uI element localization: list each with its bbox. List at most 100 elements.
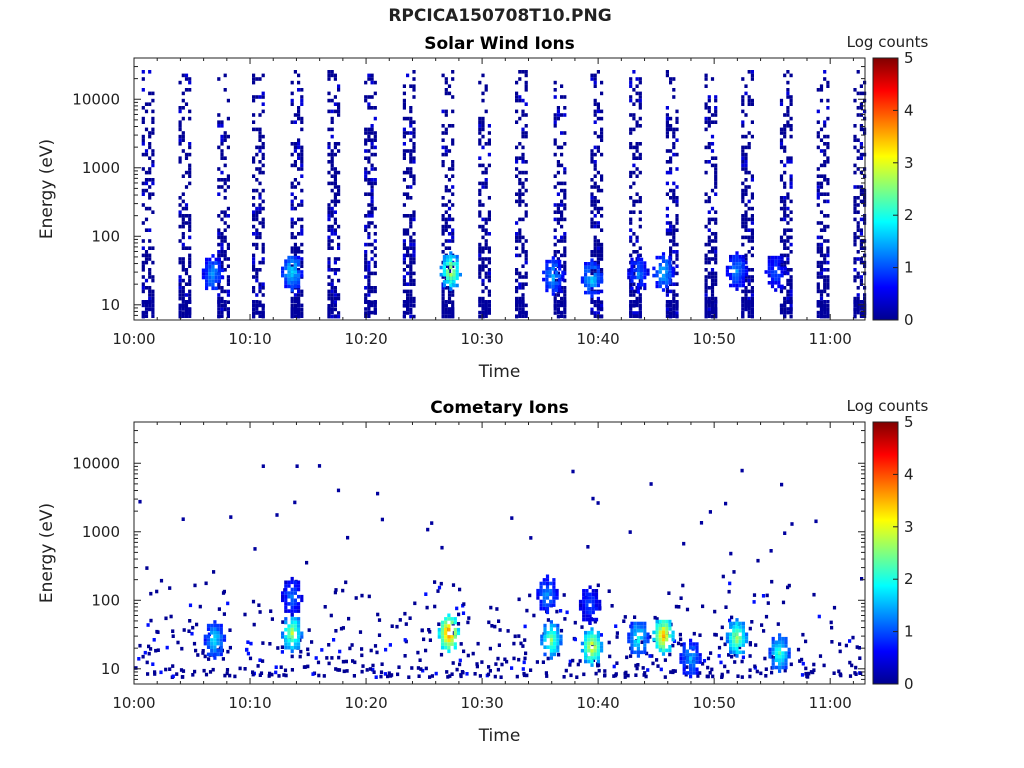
- heatmap-cell: [203, 634, 207, 639]
- heatmap-cell: [441, 310, 445, 315]
- heatmap-cell: [823, 286, 827, 290]
- heatmap-cell: [206, 634, 211, 639]
- heatmap-cell: [221, 657, 225, 661]
- heatmap-cell: [768, 647, 772, 652]
- heatmap-cell: [290, 612, 294, 617]
- heatmap-cell: [337, 314, 341, 319]
- heatmap-cell: [744, 185, 748, 189]
- heatmap-cell: [585, 603, 589, 607]
- heatmap-cell: [290, 668, 294, 672]
- heatmap-cell: [553, 652, 557, 657]
- heatmap-cell: [295, 464, 299, 468]
- heatmap-cell: [487, 214, 491, 218]
- heatmap-cell: [545, 592, 550, 597]
- heatmap-cell: [402, 131, 406, 135]
- heatmap-cell: [330, 289, 334, 294]
- heatmap-cell: [297, 273, 301, 278]
- heatmap-cell: [590, 217, 594, 222]
- heatmap-cell: [441, 217, 445, 222]
- heatmap-cell: [370, 131, 374, 135]
- heatmap-cell: [255, 300, 259, 304]
- heatmap-cell: [444, 109, 448, 114]
- heatmap-cell: [293, 255, 297, 260]
- heatmap-cell: [196, 653, 200, 657]
- heatmap-cell: [856, 286, 860, 290]
- heatmap-cell: [612, 674, 616, 678]
- heatmap-cell: [545, 267, 549, 271]
- heatmap-cell: [856, 138, 860, 142]
- heatmap-cell: [290, 120, 294, 124]
- heatmap-cell: [293, 584, 297, 588]
- heatmap-cell: [542, 581, 546, 586]
- heatmap-cell: [630, 650, 634, 655]
- heatmap-cell: [682, 649, 686, 654]
- heatmap-cell: [643, 286, 647, 291]
- heatmap-cell: [351, 659, 355, 663]
- heatmap-cell: [337, 278, 341, 283]
- heatmap-cell: [151, 127, 155, 132]
- heatmap-cell: [779, 217, 784, 222]
- heatmap-cell: [252, 232, 256, 236]
- heatmap-cell: [675, 303, 679, 308]
- heatmap-cell: [290, 80, 294, 85]
- heatmap-cell: [214, 275, 218, 280]
- heatmap-cell: [444, 239, 448, 243]
- heatmap-cell: [560, 95, 564, 99]
- heatmap-cell: [370, 181, 374, 186]
- heatmap-cell: [553, 210, 557, 214]
- heatmap-cell: [735, 262, 739, 266]
- heatmap-cell: [367, 268, 371, 272]
- heatmap-cell: [446, 280, 450, 284]
- heatmap-cell: [284, 602, 288, 606]
- heatmap-cell: [412, 156, 416, 160]
- heatmap-cell: [552, 585, 556, 589]
- heatmap-cell: [148, 170, 152, 175]
- heatmap-cell: [590, 280, 594, 284]
- heatmap-cell: [560, 289, 564, 294]
- heatmap-cell: [217, 300, 221, 304]
- heatmap-cell: [444, 188, 448, 193]
- heatmap-cell: [181, 199, 185, 204]
- heatmap-cell: [714, 163, 718, 168]
- heatmap-cell: [184, 203, 189, 207]
- heatmap-cell: [297, 609, 301, 613]
- heatmap-cell: [484, 217, 488, 222]
- heatmap-cell: [217, 242, 221, 247]
- heatmap-cell: [233, 674, 237, 679]
- heatmap-cell: [774, 640, 778, 645]
- heatmap-cell: [293, 145, 297, 150]
- heatmap-cell: [284, 594, 288, 599]
- heatmap-cell: [451, 70, 455, 74]
- heatmap-cell: [672, 304, 676, 308]
- heatmap-cell: [293, 300, 297, 304]
- heatmap-cell: [553, 303, 557, 308]
- heatmap-cell: [515, 120, 519, 124]
- heatmap-cell: [669, 228, 673, 232]
- heatmap-cell: [219, 631, 223, 635]
- heatmap-cell: [171, 629, 175, 633]
- heatmap-cell: [593, 199, 597, 204]
- heatmap-cell: [546, 631, 550, 635]
- heatmap-cell: [213, 656, 217, 660]
- heatmap-cell: [661, 266, 666, 271]
- heatmap-cell: [695, 667, 699, 672]
- heatmap-cell: [458, 658, 462, 663]
- heatmap-cell: [330, 206, 334, 211]
- heatmap-cell: [141, 167, 145, 171]
- heatmap-cell: [337, 106, 341, 110]
- heatmap-cell: [600, 289, 604, 294]
- heatmap-cell: [226, 310, 230, 315]
- heatmap-cell: [487, 163, 491, 168]
- heatmap-cell: [732, 262, 736, 266]
- heatmap-cell: [600, 116, 604, 121]
- heatmap-cell: [290, 185, 294, 189]
- heatmap-cell: [590, 310, 594, 315]
- heatmap-cell: [284, 609, 288, 613]
- heatmap-cell: [337, 224, 341, 229]
- heatmap-cell: [859, 303, 863, 308]
- heatmap-cell: [297, 638, 301, 643]
- heatmap-cell: [665, 300, 669, 304]
- y-tick-label: 10000: [72, 454, 120, 472]
- heatmap-cell: [559, 641, 563, 646]
- heatmap-cell: [287, 259, 291, 263]
